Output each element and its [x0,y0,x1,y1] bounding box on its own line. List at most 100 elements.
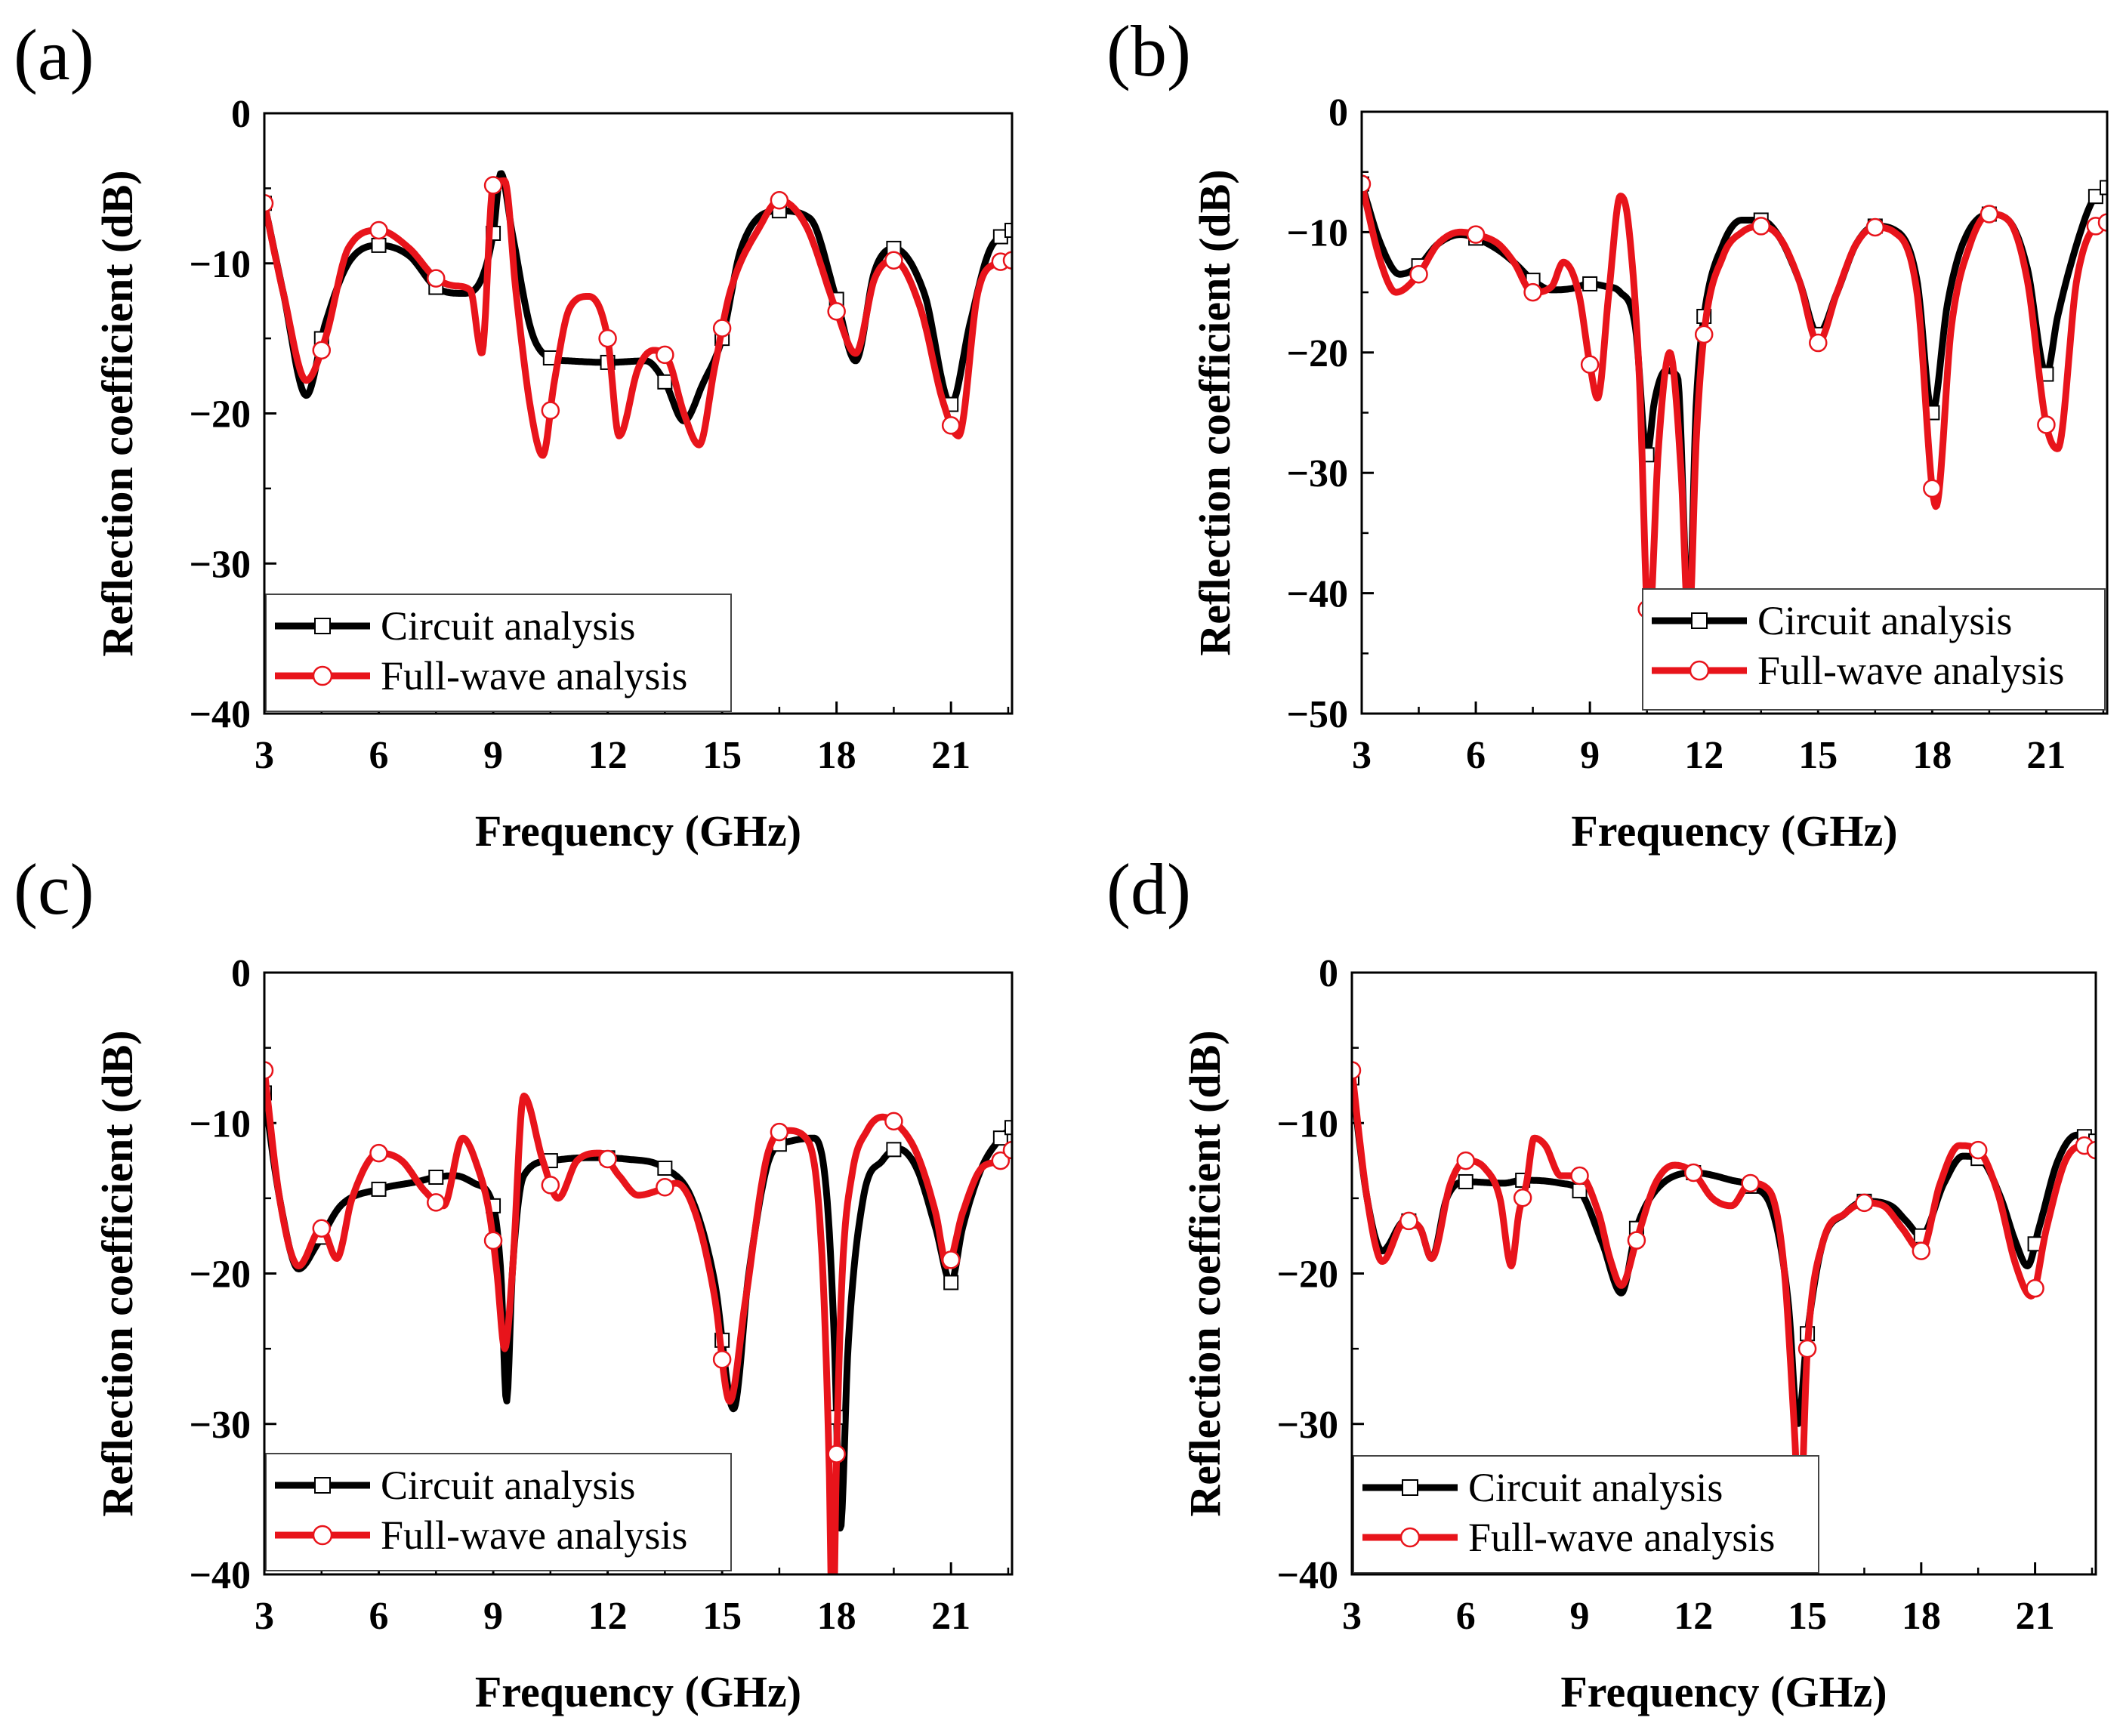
x-tick-label: 18 [817,734,856,777]
data-point-square [1572,1183,1588,1198]
series-line [1362,183,2107,633]
legend-box [265,594,732,712]
chart-panel-d: (d) 3 6 9 12 15 18 21 0 −10 −20 −30 −40 Frequency (GH… [1106,849,2097,1716]
data-point-square [886,1142,902,1158]
legend-box [265,1453,732,1571]
data-point-circle [1513,1189,1532,1207]
y-tick-label: −10 [189,243,251,286]
data-point-circle [712,319,732,338]
data-point-circle [827,302,846,321]
y-tick-label: −40 [1276,1554,1338,1597]
data-point-circle [598,328,617,348]
legend-marker-square [314,618,331,634]
x-tick-label: 15 [702,1595,742,1638]
data-point-circle [1002,1140,1012,1160]
y-tick-label: −20 [1286,332,1348,375]
data-point-circle [1002,251,1012,270]
series-full-wave-analysis [264,176,1012,459]
legend-label: Full-wave analysis [381,1512,687,1558]
y-axis-title: Reflection coefficient (dB) [1180,1030,1230,1516]
data-point-circle [770,1122,789,1142]
legend-label: Circuit analysis [1757,598,2012,643]
data-point-circle [369,1143,388,1163]
x-tick-label: 18 [1902,1595,1941,1638]
y-axis-title: Reflection coefficient (dB) [93,170,142,656]
data-point-circle [1980,205,1999,224]
y-tick-label: −10 [1286,211,1348,254]
data-point-circle [264,1061,274,1080]
legend-box [1642,588,2106,711]
x-tick-label: 3 [255,1595,274,1638]
data-point-circle [1694,325,1714,344]
data-point-square [943,1275,959,1290]
legend-marker-square [1691,612,1708,629]
data-point-circle [2037,415,2056,434]
legend-marker-square [1402,1479,1418,1496]
data-point-circle [884,251,903,270]
x-axis-title: Frequency (GHz) [475,806,801,856]
chart-panel-a: (a) 3 6 9 12 15 18 21 0 −10 −20 −30 −40 Frequency (GH… [14,14,1014,856]
data-point-square [657,374,673,390]
x-tick-label: 12 [588,734,628,777]
x-tick-label: 21 [2026,734,2066,777]
legend-label: Full-wave analysis [381,653,687,698]
data-point-circle [1627,1231,1646,1250]
x-tick-label: 6 [1456,1595,1476,1638]
x-tick-label: 6 [369,1595,389,1638]
data-point-circle [2097,213,2107,232]
data-point-circle [1968,1140,1988,1160]
legend-marker-circle [1399,1527,1421,1548]
x-tick-label: 9 [1570,1595,1590,1638]
y-tick-label: −30 [189,543,251,586]
legend-marker-circle [1689,660,1710,681]
legend-label: Circuit analysis [381,1463,635,1508]
y-tick-label: −40 [1286,573,1348,616]
legend-marker-circle [312,1525,333,1546]
data-point-circle [1912,1241,1931,1260]
series-line [1362,183,2107,621]
legend-label: Full-wave analysis [1757,648,2064,693]
series-full-wave-analysis [264,1061,1012,1574]
legend-label: Circuit analysis [381,603,635,649]
data-point-circle [1409,264,1428,284]
x-tick-label: 6 [1466,734,1486,777]
data-point-circle [1352,1061,1362,1080]
x-tick-label: 3 [255,734,274,777]
data-point-circle [1580,355,1600,374]
series-circuit-analysis [1362,176,2107,621]
y-tick-label: −40 [189,693,251,736]
x-tick-label: 3 [1342,1595,1362,1638]
data-point-circle [483,1231,503,1250]
series-full-wave-analysis [1352,1061,2096,1525]
data-point-square [1458,1173,1473,1189]
panel-label: (a) [14,14,94,95]
legend-marker-circle [312,665,333,686]
data-point-circle [1456,1151,1476,1170]
data-point-circle [656,1178,674,1197]
chart-panel-b: (b) 3 6 9 12 15 18 21 0 −10 −20 −30 −40 −50 Frequency … [1106,11,2109,856]
data-point-circle [2086,1140,2096,1160]
data-point-square [428,1169,444,1185]
plot-frame [263,112,1014,715]
y-tick-label: −50 [1286,693,1348,736]
series-circuit-analysis [1352,1070,2096,1427]
legend-marker-square [314,1477,331,1494]
data-point-circle [483,176,503,195]
y-axis-title: Reflection coefficient (dB) [1190,169,1239,655]
y-tick-label: −40 [189,1554,251,1597]
data-point-circle [427,1193,446,1212]
x-tick-label: 12 [1684,734,1723,777]
series-line [264,170,1012,424]
series-line [1352,1077,2096,1427]
data-point-circle [712,1350,732,1369]
x-tick-label: 12 [588,1595,628,1638]
data-point-circle [1362,174,1372,193]
series-line [1352,1069,2096,1525]
data-point-circle [1523,282,1542,302]
x-tick-label: 18 [817,1595,856,1638]
y-tick-label: −20 [189,393,251,436]
legend-label: Circuit analysis [1468,1465,1723,1510]
x-tick-label: 18 [1912,734,1952,777]
